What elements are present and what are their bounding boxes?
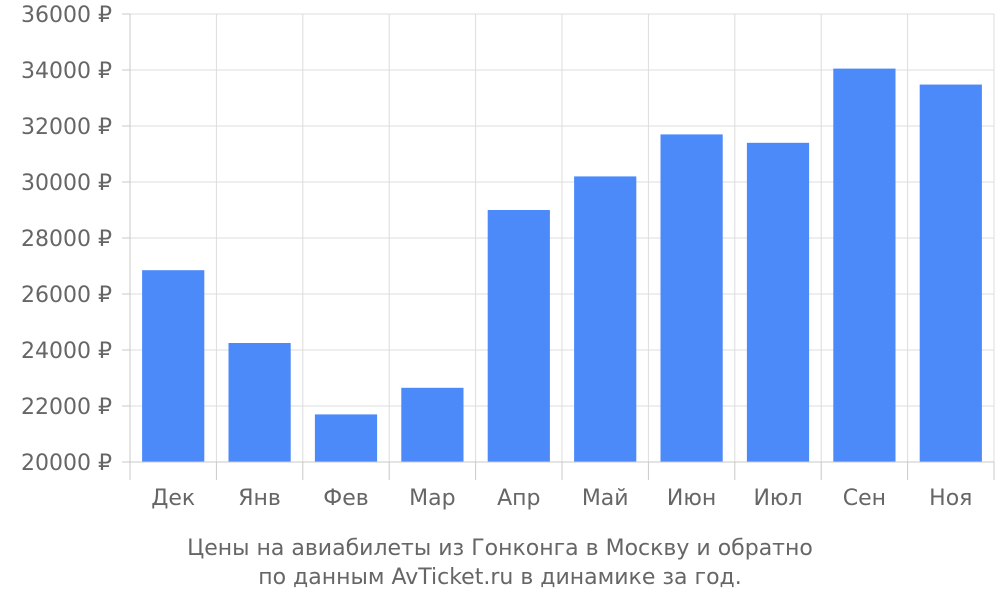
bar-1: [142, 270, 205, 462]
bar-2: [228, 343, 291, 462]
x-tick-label: Мар: [409, 486, 455, 511]
bar-8: [746, 142, 810, 463]
x-tick-label: Июн: [667, 486, 716, 511]
bars: [142, 68, 982, 463]
y-tick-label: 26000 ₽: [21, 283, 112, 308]
tick-labels: 20000 ₽ 22000 ₽ 24000 ₽ 26000 ₽ 28000 ₽ 30000…: [21, 3, 972, 511]
x-tick-label: Сен: [843, 486, 886, 511]
x-tick-label: Июл: [753, 486, 802, 511]
bar-10: [919, 84, 982, 462]
bar-9: [833, 68, 896, 462]
bar-3: [314, 414, 378, 462]
bar-4: [401, 387, 464, 462]
bar-7: [660, 134, 723, 462]
x-tick-label: Апр: [497, 486, 540, 511]
x-tick-label: Фев: [323, 486, 368, 511]
y-tick-label: 32000 ₽: [21, 115, 112, 140]
bar-5: [487, 210, 550, 462]
x-tick-label: Май: [582, 486, 629, 511]
y-tick-label: 28000 ₽: [21, 227, 112, 252]
x-tick-label: Дек: [151, 486, 195, 511]
caption-line-2: по данным AvTicket.ru в динамике за год.: [258, 565, 742, 590]
chart-caption: Цены на авиабилеты из Гонконга в Москву …: [187, 536, 813, 590]
y-tick-label: 36000 ₽: [21, 3, 112, 28]
grid: [129, 13, 995, 463]
bar-6: [574, 176, 637, 462]
x-tick-label: Янв: [238, 486, 281, 511]
y-tick-label: 22000 ₽: [21, 395, 112, 420]
axes: [122, 13, 995, 480]
x-tick-label: Ноя: [929, 486, 972, 511]
y-tick-label: 20000 ₽: [21, 451, 112, 476]
y-tick-label: 34000 ₽: [21, 59, 112, 84]
y-tick-label: 30000 ₽: [21, 171, 112, 196]
caption-line-1: Цены на авиабилеты из Гонконга в Москву …: [187, 536, 813, 561]
y-tick-label: 24000 ₽: [21, 339, 112, 364]
